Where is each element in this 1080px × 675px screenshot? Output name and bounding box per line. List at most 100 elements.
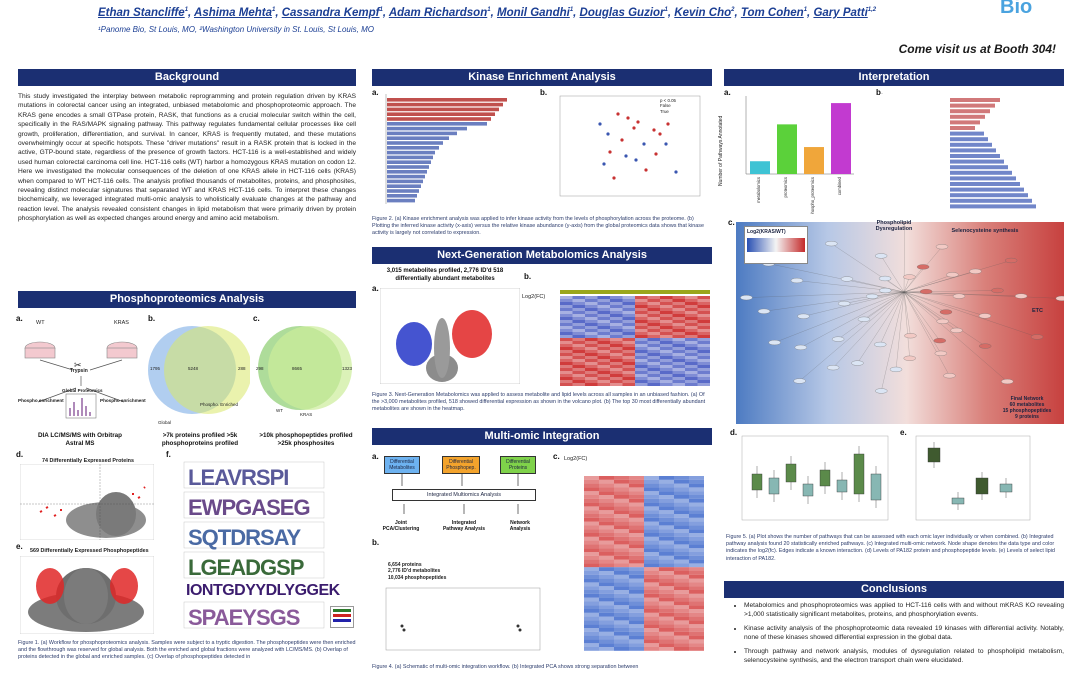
heatmap-cell [572,299,585,302]
heatmap-cell [647,359,660,362]
heatmap-cell [584,476,599,480]
heatmap-cell [614,555,629,560]
heatmap-cell [599,578,614,583]
heatmap-cell [660,323,673,326]
figure-5-caption: Figure 5. (a) Plot shows the number of p… [726,534,1055,562]
heatmap-cell [610,305,623,308]
kinase-point [674,170,678,174]
network-node [943,373,956,379]
heatmap-cell [644,536,659,541]
heatmap-cell [572,296,585,299]
heatmap-cell [614,559,629,564]
heatmap-cell [674,578,689,583]
heatmap-cell [629,574,644,579]
heatmap-cell [689,593,704,598]
heatmap-cell [644,612,659,617]
heatmap-cell [597,302,610,305]
heatmap-cell [610,350,623,353]
venn-c-right: 1323 [342,366,353,371]
heatmap-cell [635,368,648,371]
header-bar [0,0,1080,10]
heatmap-cell [585,335,598,338]
heatmap-cell [614,590,629,594]
heatmap-cell [674,605,689,609]
heatmap-cell [635,308,648,311]
heatmap-cell [647,368,660,371]
heatmap-cell [610,371,623,374]
heatmap-cell [599,582,614,587]
heatmap-cell [635,362,648,365]
heatmap-cell [635,314,648,317]
heatmap-cell [597,320,610,323]
conclusion-item: Metabolomics and phosphoproteomics was a… [744,601,1064,620]
network-node [969,268,982,274]
heatmap-cell [689,533,704,537]
network-edge [903,291,943,322]
heatmap-cell [585,329,598,332]
heatmap-cell [597,347,610,350]
network-edge [903,274,953,293]
heatmap-cell [674,525,689,530]
heatmap-cell [644,476,659,480]
network-edge [903,291,941,354]
heatmap-cell [585,323,598,326]
heatmap-cell [560,362,573,365]
venn-b-label-right: Phospho. Enriched [200,402,239,407]
integrated-box: Integrated Multiomics Analysis [392,489,536,501]
final-network-summary: Final Network 60 metabolites 15 phosphop… [1002,396,1052,420]
heatmap-cell [560,359,573,362]
bar-combined [831,103,851,174]
heatmap-cell [584,514,599,518]
heatmap-cell [584,643,599,647]
heatmap-cell [584,647,599,651]
venn-b-left: 1795 [150,366,161,371]
heatmap-cell [674,590,689,594]
heatmap-cell [614,536,629,541]
heatmap-cell [629,514,644,518]
heatmap-cell [614,567,629,571]
figure-1-caption: Figure 1. (a) Workflow for phosphoproteo… [18,640,356,661]
heatmap-cell [647,308,660,311]
kinase-bar [387,117,491,121]
heatmap-cell [584,559,599,564]
svg-text:SPAEYSGS: SPAEYSGS [188,605,300,630]
heatmap-cell [629,476,644,480]
heatmap-cell [599,635,614,640]
heatmap-cell [614,643,629,647]
heatmap-cell [584,597,599,602]
heatmap-cell [644,506,659,511]
heatmap-cell [685,314,698,317]
heatmap-cell [629,586,644,590]
heatmap-cell [560,353,573,356]
network-edge [903,291,940,341]
heatmap-cell [597,338,610,341]
heatmap-cell [614,586,629,590]
heatmap-cell [585,344,598,347]
heatmap-cell [659,517,674,522]
heatmap-cell [660,314,673,317]
svg-text:LGEADGSP: LGEADGSP [188,555,304,580]
heatmap-cell [674,582,689,587]
heatmap-cell [660,302,673,305]
network-node [838,301,851,307]
pathway-bar [950,159,1004,164]
figure-2-caption: Figure 2. (a) Kinase enrichment analysis… [372,216,704,237]
heatmap-cell [614,544,629,549]
heatmap-cell [629,552,644,556]
heatmap-cell [614,582,629,587]
heatmap-cell [610,356,623,359]
heatmap-cell [629,540,644,545]
heatmap-cell [572,338,585,341]
network-edge [903,222,905,293]
sequence-logo-main: IONTGDYYDLYGGEK [186,582,340,599]
output-pca: Joint PCA/Clustering [382,520,420,533]
integrated-pathway-bars [880,94,1060,214]
network-edge [833,291,905,368]
heatmap-cell [629,517,644,522]
heatmap-cell [599,612,614,617]
heatmap-cell [644,563,659,568]
heatmap-cell [659,628,674,632]
network-node [889,366,903,372]
heatmap-cell [660,362,673,365]
heatmap-cell [635,311,648,314]
